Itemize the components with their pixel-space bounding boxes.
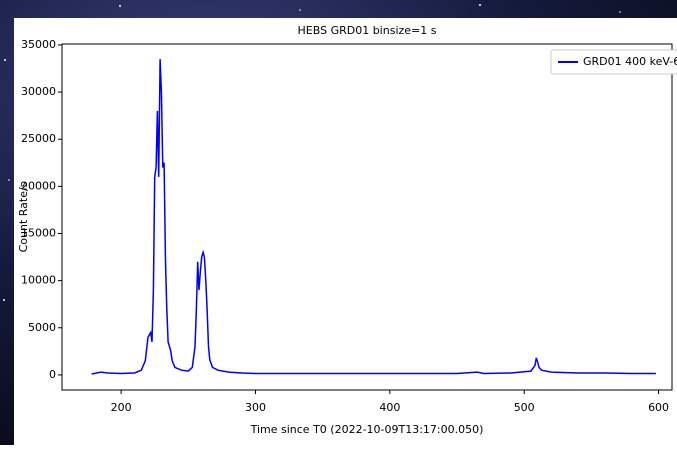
y-tick-label: 30000: [21, 85, 56, 98]
x-tick-label: 600: [648, 401, 669, 414]
data-line: [91, 59, 656, 375]
x-tick-label: 200: [111, 401, 132, 414]
stars: [3, 4, 621, 301]
y-axis-label: Count Rate/s: [17, 181, 30, 252]
y-tick-label: 25000: [21, 132, 56, 145]
y-tick-label: 20000: [21, 179, 56, 192]
legend-box: [550, 49, 677, 75]
x-tick-label: 300: [245, 401, 266, 414]
y-tick-label: 15000: [21, 226, 56, 239]
legend-label: GRD01 400 keV-6000 keV: [583, 55, 677, 68]
x-tick-label: 500: [514, 401, 535, 414]
y-tick-label: 35000: [21, 38, 56, 51]
figure: [14, 18, 677, 445]
x-tick-label: 400: [379, 401, 400, 414]
chart-title: HEBS GRD01 binsize=1 s: [298, 24, 437, 37]
axes-frame: [61, 43, 673, 391]
y-tick-label: 5000: [28, 321, 56, 334]
y-tick-label: 0: [49, 368, 56, 381]
x-axis-label: Time since T0 (2022-10-09T13:17:00.050): [250, 423, 484, 436]
y-tick-label: 10000: [21, 274, 56, 287]
